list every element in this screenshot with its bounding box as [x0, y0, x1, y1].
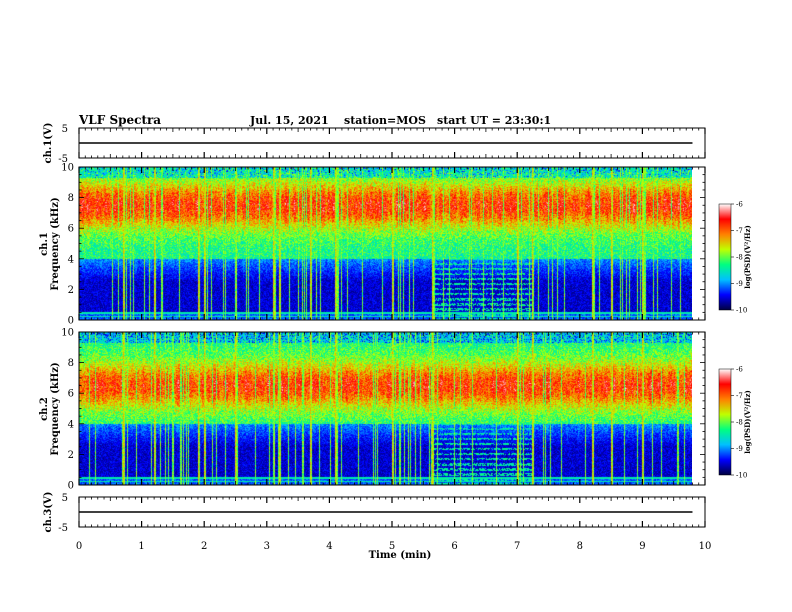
ch1-spectrogram-ylabel-channel: ch.1: [39, 232, 50, 256]
colorbar-tick-label: -9: [736, 280, 743, 288]
ch1-voltage-ylabel: ch.1(V): [43, 122, 54, 163]
ch1-spectrogram-ylabel-freq: Frequency (kHz): [50, 197, 61, 290]
ch1-colorbar-ticks: -6 -7 -8 -9 -10: [731, 201, 747, 315]
ch1-colorbar-gradient: [718, 203, 732, 311]
colorbar-tick-label: -6: [736, 366, 743, 374]
colorbar-tick-label: -6: [736, 201, 743, 209]
ch2-spectrogram-ylabel-freq: Frequency (kHz): [50, 362, 61, 455]
x-axis-tick-labels: 0 1 2 3 4 5 6 7 8 9 10: [76, 541, 712, 552]
y-tick-label: 8: [68, 193, 74, 204]
colorbar-tick-label: -8: [736, 419, 743, 427]
ch2-spectrogram-ticks: 0 2 4 6 8 10: [61, 328, 706, 492]
y-tick-label: 2: [68, 285, 74, 296]
x-tick-label: 8: [577, 541, 583, 552]
colorbar-tick-label: -8: [736, 254, 743, 262]
ch3-voltage-ytick-bottom: -5: [58, 523, 68, 534]
y-tick-label: 0: [68, 481, 74, 492]
ch2-spectrogram-image: [79, 332, 692, 485]
date-label: Jul. 15, 2021: [249, 114, 329, 127]
start-time-label: start UT = 23:30:1: [437, 114, 551, 127]
x-axis-label: Time (min): [369, 550, 432, 561]
ch2-spectrogram-panel: 0 2 4 6 8 10 ch.2 Frequency (kHz): [39, 328, 706, 492]
ch1-voltage-ticks: [78, 128, 706, 158]
colorbar-tick-label: -7: [736, 392, 743, 400]
ch1-spectrogram-image: [79, 167, 692, 320]
x-tick-label: 6: [451, 541, 457, 552]
ch2-colorbar-label: log(PSD)(V²/Hz): [743, 390, 752, 454]
y-tick-label: 6: [68, 389, 74, 400]
colorbar-tick-label: -9: [736, 445, 743, 453]
x-tick-label: 10: [699, 541, 712, 552]
ch1-spectrogram-panel: 0 2 4 6 8 10 ch.1 Frequency (kHz): [39, 163, 706, 327]
ch3-voltage-ylabel: ch.3(V): [43, 491, 54, 532]
y-tick-label: 2: [68, 450, 74, 461]
colorbar-tick-label: -10: [736, 307, 747, 315]
ch1-voltage-panel: 5 -5 ch.1(V): [43, 122, 706, 165]
y-tick-label: 10: [61, 328, 74, 339]
ch1-spectrogram-ticks: 0 2 4 6 8 10: [61, 163, 706, 327]
y-tick-label: 4: [68, 254, 74, 265]
ch1-colorbar: -6 -7 -8 -9 -10 log(PSD)(V²/Hz): [718, 201, 752, 315]
ch3-voltage-panel: 5 -5 ch.3(V): [43, 491, 706, 534]
x-tick-label: 5: [389, 541, 395, 552]
x-tick-label: 1: [138, 541, 144, 552]
x-tick-label: 4: [326, 541, 332, 552]
x-tick-label: 0: [76, 541, 82, 552]
colorbar-tick-label: -10: [736, 472, 747, 480]
y-tick-label: 4: [68, 419, 74, 430]
ch1-voltage-ytick-bottom: -5: [58, 154, 68, 165]
ch3-voltage-ticks: [78, 497, 706, 527]
x-tick-label: 7: [514, 541, 520, 552]
y-tick-label: 8: [68, 358, 74, 369]
ch3-voltage-ytick-top: 5: [62, 493, 68, 504]
colorbar-tick-label: -7: [736, 227, 743, 235]
ch2-colorbar-ticks: -6 -7 -8 -9 -10: [731, 366, 747, 480]
ch1-voltage-ytick-top: 5: [62, 124, 68, 135]
ch2-colorbar-gradient: [718, 368, 732, 476]
y-tick-label: 0: [68, 316, 74, 327]
figure-title: VLF Spectra: [78, 113, 161, 127]
x-tick-label: 2: [201, 541, 207, 552]
y-tick-label: 10: [61, 163, 74, 174]
ch2-colorbar: -6 -7 -8 -9 -10 log(PSD)(V²/Hz): [718, 366, 752, 480]
station-label: station=MOS: [344, 114, 426, 127]
x-tick-label: 3: [264, 541, 270, 552]
ch1-colorbar-label: log(PSD)(V²/Hz): [743, 225, 752, 289]
ch2-spectrogram-ylabel-channel: ch.2: [39, 397, 50, 421]
x-tick-label: 9: [639, 541, 645, 552]
y-tick-label: 6: [68, 224, 74, 235]
